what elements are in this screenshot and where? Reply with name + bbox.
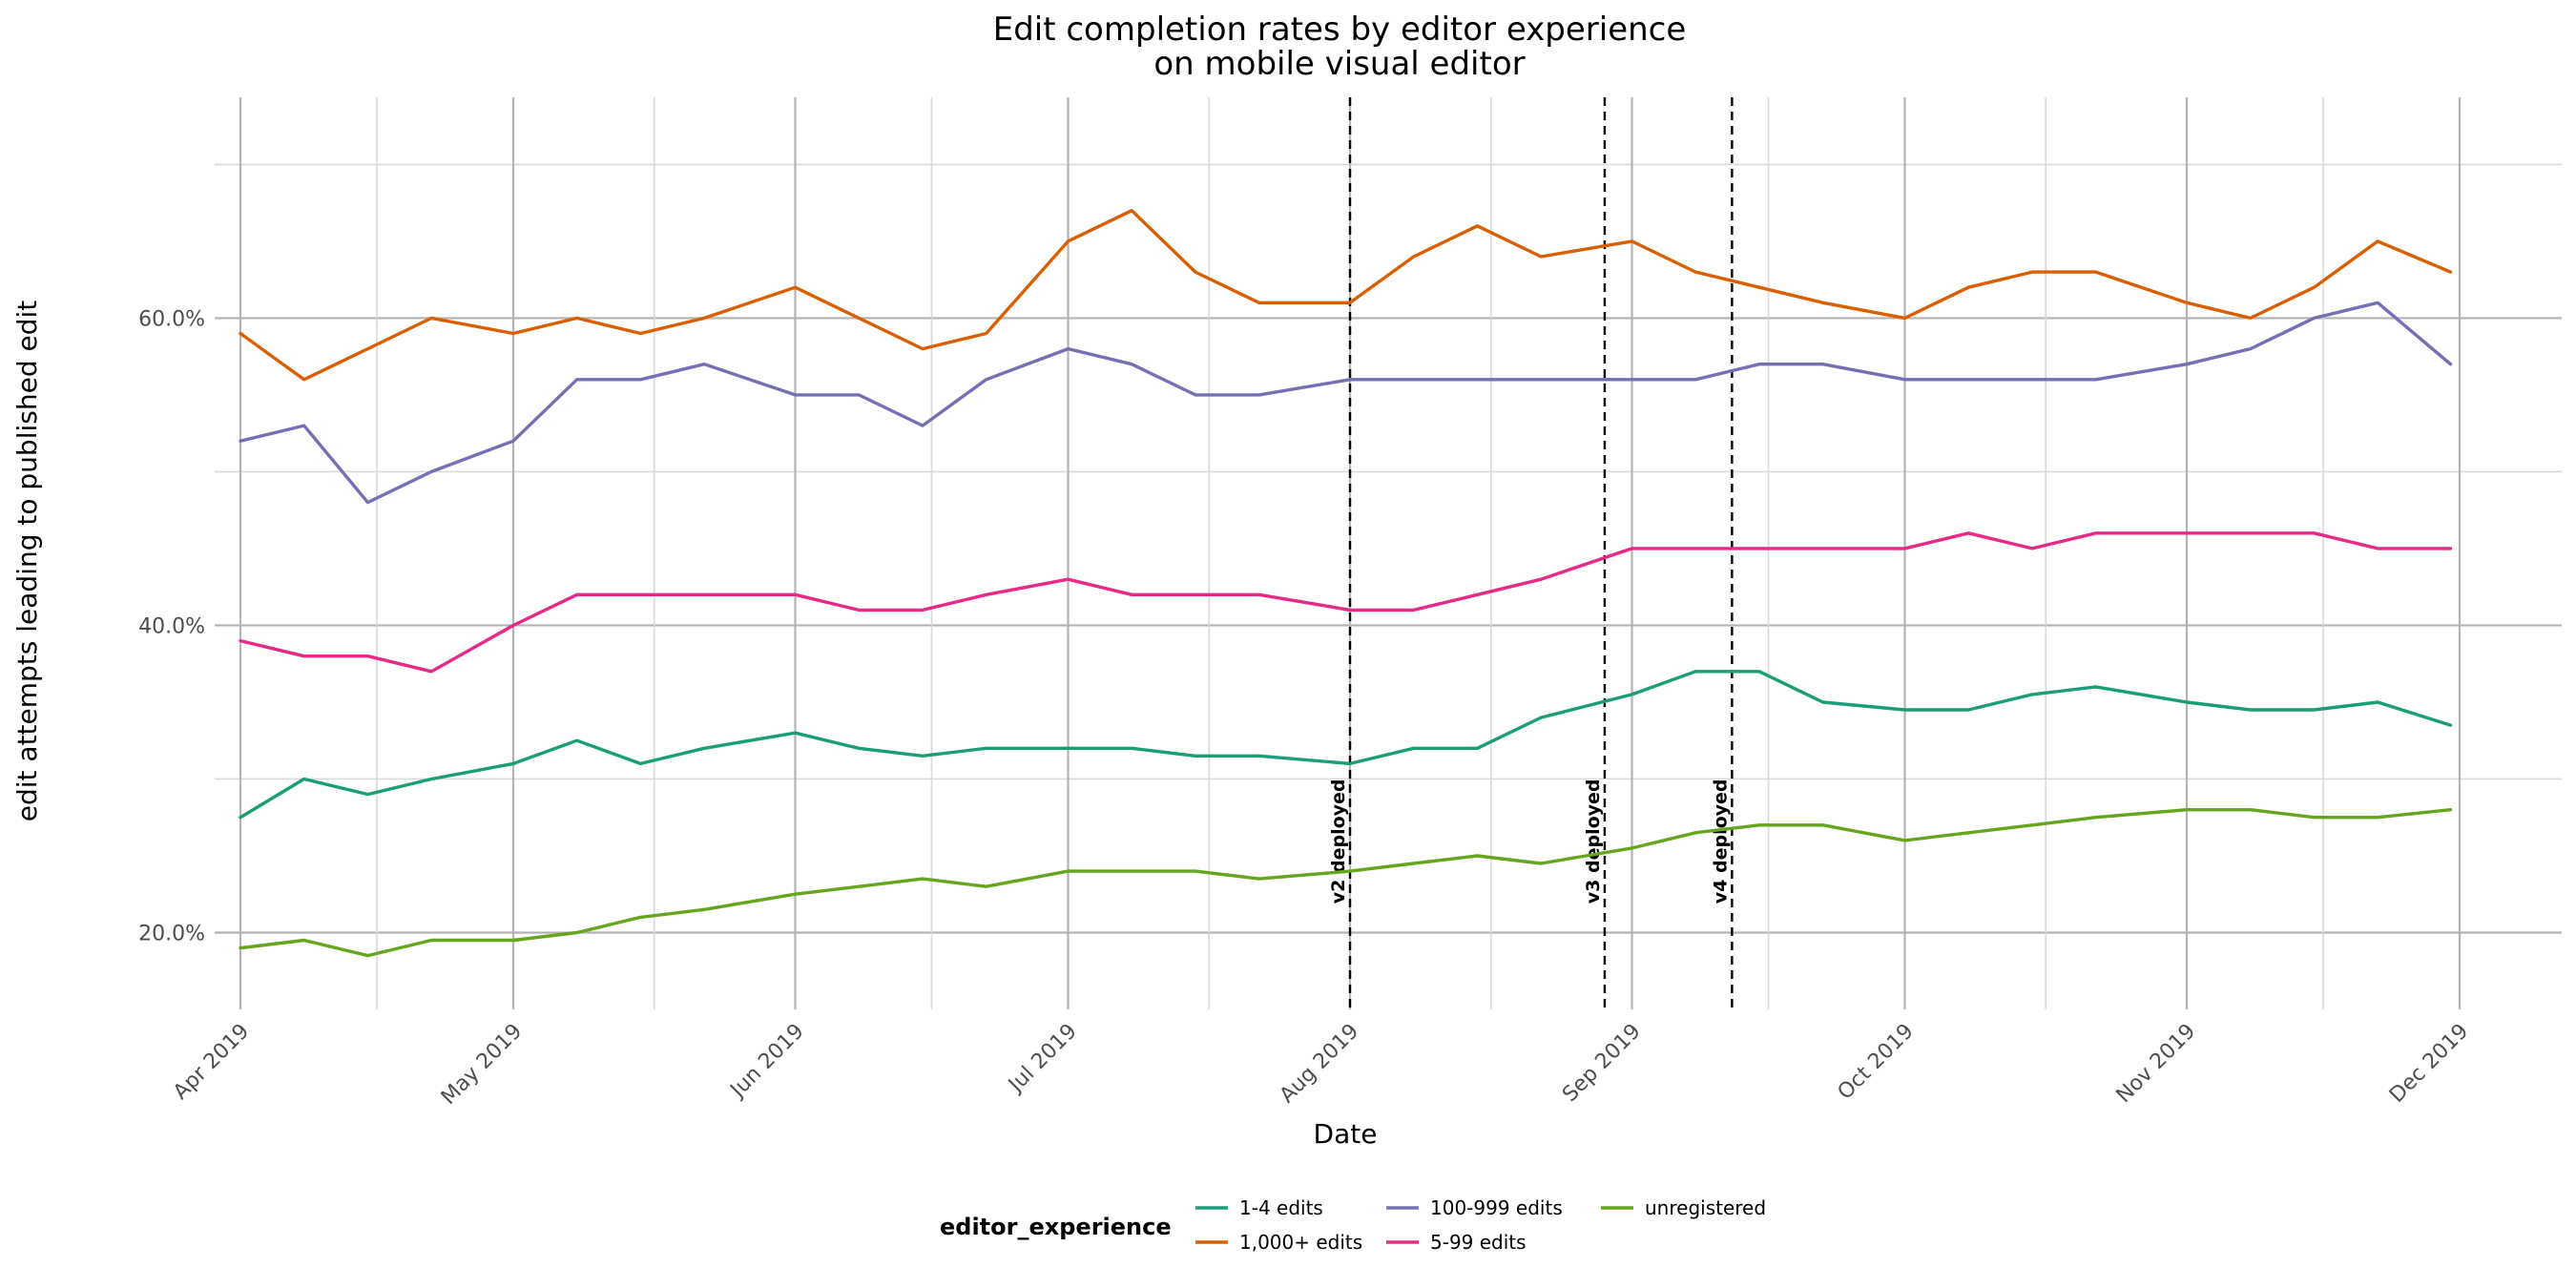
axis-layer: 20.0% 40.0% 60.0% Apr 2019 May 2019 Jun 2019 J… bbox=[138, 307, 2473, 1110]
series-line bbox=[239, 670, 2453, 820]
series-line bbox=[239, 808, 2453, 958]
x-tick-label: Jul 2019 bbox=[1003, 1020, 1081, 1098]
x-tick-label: Oct 2019 bbox=[1834, 1020, 1919, 1105]
legend-label: 5-99 edits bbox=[1430, 1231, 1527, 1254]
x-tick-label: Jun 2019 bbox=[725, 1020, 809, 1104]
x-tick-label: Dec 2019 bbox=[2385, 1020, 2473, 1108]
series-layer bbox=[239, 208, 2453, 958]
x-tick-label: Aug 2019 bbox=[1276, 1020, 1364, 1109]
deployment-label: v2 deployed bbox=[1328, 779, 1349, 904]
series-line bbox=[239, 208, 2453, 382]
deployment-label: v4 deployed bbox=[1710, 779, 1731, 904]
deployment-label: v3 deployed bbox=[1583, 779, 1604, 904]
x-tick-label: Apr 2019 bbox=[169, 1020, 254, 1105]
deployment-markers: v2 deployed v3 deployed v4 deployed bbox=[1328, 97, 1734, 1009]
y-tick-label: 60.0% bbox=[138, 307, 205, 331]
x-tick-label: Nov 2019 bbox=[2112, 1020, 2201, 1109]
legend: editor_experience 1-4 edits 1,000+ edits 1… bbox=[940, 1196, 1766, 1254]
legend-label: 1,000+ edits bbox=[1239, 1231, 1362, 1254]
y-axis-title: edit attempts leading to published edit bbox=[11, 301, 43, 822]
y-tick-label: 20.0% bbox=[138, 922, 205, 945]
x-tick-label: May 2019 bbox=[437, 1020, 527, 1110]
chart-title-line-2: on mobile visual editor bbox=[1153, 45, 1525, 83]
legend-label: 100-999 edits bbox=[1430, 1196, 1563, 1219]
grid-layer bbox=[215, 97, 2562, 1009]
legend-label: unregistered bbox=[1645, 1196, 1766, 1219]
x-axis-title: Date bbox=[1314, 1118, 1378, 1150]
chart-title-line-1: Edit completion rates by editor experien… bbox=[993, 10, 1687, 49]
series-line bbox=[239, 301, 2453, 505]
series-line bbox=[239, 531, 2453, 674]
x-tick-label: Sep 2019 bbox=[1558, 1020, 1646, 1108]
y-tick-label: 40.0% bbox=[138, 614, 205, 638]
legend-title: editor_experience bbox=[940, 1214, 1172, 1240]
legend-label: 1-4 edits bbox=[1239, 1196, 1323, 1219]
